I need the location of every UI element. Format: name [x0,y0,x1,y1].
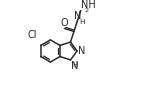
Text: 2: 2 [85,8,89,13]
Text: H: H [79,19,85,25]
Text: N: N [71,61,78,71]
Text: Cl: Cl [27,30,37,40]
Text: N: N [74,11,81,21]
Text: NH: NH [81,0,96,10]
Text: O: O [60,18,68,28]
Text: H: H [72,62,78,68]
Text: N: N [78,46,85,56]
